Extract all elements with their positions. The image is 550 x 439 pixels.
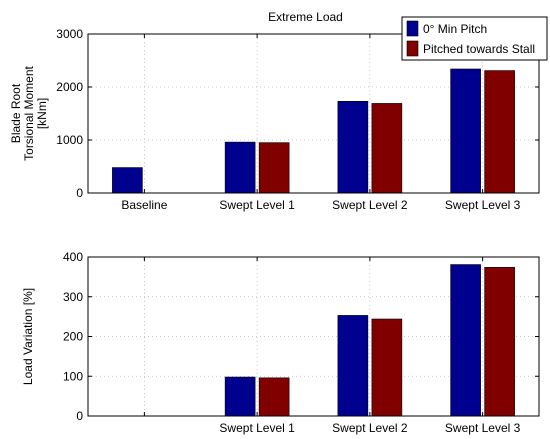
bar-0-s1-c2 (371, 103, 403, 194)
y-axis-label: Blade Root (9, 83, 23, 143)
y-axis-label: Torsional Moment (22, 65, 36, 160)
y-axis-label: Load Variation [%] (21, 288, 35, 385)
bar-1-s0-c1 (224, 376, 256, 417)
legend-swatch-1 (406, 40, 419, 57)
bar-0-s0-c3 (450, 68, 481, 194)
bar-1-s1-c2 (371, 318, 403, 417)
bar-1-s1-c3 (484, 267, 515, 417)
y-tick-label: 200 (63, 330, 83, 344)
x-tick-label: Swept Level 1 (219, 421, 295, 435)
bar-0-s1-c3 (484, 70, 515, 194)
legend-swatch-0 (406, 20, 419, 37)
legend-label-0: 0° Min Pitch (423, 22, 487, 36)
x-tick-label: Swept Level 2 (332, 421, 408, 435)
x-tick-label: Swept Level 3 (445, 198, 521, 212)
y-tick-label: 400 (63, 250, 83, 264)
chart-title: Extreme Load (268, 10, 343, 24)
x-tick-label: Baseline (121, 198, 167, 212)
bar-0-s1-c1 (258, 142, 290, 194)
y-tick-label: 0 (76, 186, 83, 200)
bar-0-s0-c2 (337, 101, 369, 194)
bar-0-s0-c0 (112, 167, 143, 194)
bar-1-s0-c2 (337, 315, 369, 417)
x-tick-label: Swept Level 2 (332, 198, 408, 212)
x-tick-label: Swept Level 1 (219, 198, 295, 212)
y-tick-label: 1000 (56, 133, 83, 147)
legend-box (401, 16, 548, 61)
y-tick-label: 3000 (56, 27, 83, 41)
x-tick-label: Swept Level 3 (445, 421, 521, 435)
y-tick-label: 0 (76, 409, 83, 423)
y-tick-label: 300 (63, 290, 83, 304)
y-axis-label: [kNm] (35, 98, 49, 129)
y-tick-label: 2000 (56, 80, 83, 94)
y-tick-label: 100 (63, 369, 83, 383)
bar-1-s0-c3 (450, 264, 481, 417)
bar-0-s0-c1 (224, 141, 256, 194)
legend-label-1: Pitched towards Stall (423, 42, 535, 56)
bar-1-s1-c1 (258, 377, 290, 417)
plot-frame-0 (87, 33, 540, 194)
